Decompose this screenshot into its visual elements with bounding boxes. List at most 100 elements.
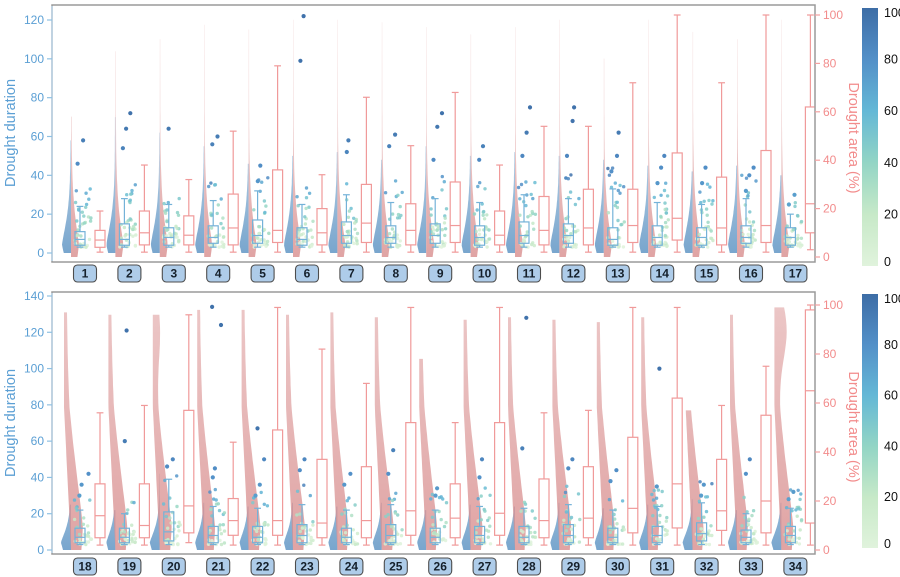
scatter-point (355, 531, 360, 536)
scatter-point (393, 511, 398, 515)
outlier-point (435, 486, 440, 491)
box-iqr (760, 149, 772, 244)
violin-duration (284, 155, 293, 253)
scatter-point (301, 239, 305, 243)
outlier-point (128, 111, 133, 116)
scatter-point (213, 243, 217, 248)
scatter-point (794, 508, 798, 512)
scatter-point (657, 233, 662, 237)
x-label-box (117, 264, 142, 283)
violin-duration (506, 506, 515, 550)
violin-duration (150, 132, 160, 253)
violin-duration (195, 502, 205, 550)
scatter-point (528, 213, 533, 217)
scatter-point (698, 480, 702, 484)
scatter-point (297, 539, 301, 543)
box-iqr (405, 203, 417, 246)
x-label-text: 26 (434, 560, 448, 574)
scatter-point (397, 216, 402, 220)
box-iqr (118, 223, 131, 246)
box-iqr (227, 497, 239, 536)
scatter-point (566, 177, 570, 181)
scatter-point (443, 227, 448, 231)
scatter-point (255, 529, 259, 534)
scatter-point (170, 242, 174, 246)
group-32 (682, 404, 728, 550)
outlier-point (662, 153, 667, 158)
box-iqr (607, 527, 619, 544)
scatter-point (615, 522, 619, 526)
outlier-point (655, 181, 660, 186)
scatter-point (745, 510, 749, 514)
scatter-point (216, 203, 220, 207)
outlier-point (215, 134, 220, 139)
scatter-point (518, 213, 522, 217)
x-label-9: 9 (428, 264, 453, 283)
area-boxplot (94, 412, 106, 546)
scatter-point (795, 237, 799, 241)
colorbar-tick-label: 60 (884, 389, 898, 403)
group-27 (461, 306, 506, 550)
scatter-point (488, 542, 493, 546)
scatter-point (353, 227, 357, 231)
scatter-point (562, 494, 567, 499)
violin-area (692, 31, 701, 258)
scatter-point (303, 222, 308, 226)
x-label-text: 33 (744, 560, 758, 574)
area-axis-title-top: Drought area (%) (845, 82, 861, 193)
scatter-point (613, 203, 617, 208)
group-9 (417, 27, 461, 257)
violin-area (152, 314, 172, 550)
scatter-point (213, 183, 218, 187)
scatter-point (531, 221, 535, 225)
x-label-text: 21 (212, 560, 226, 574)
outlier-point (387, 144, 392, 149)
duration-tick-label: 140 (24, 289, 44, 303)
violin-area (470, 34, 479, 258)
scatter-point (569, 232, 573, 236)
scatter-point (257, 224, 261, 229)
scatter-point (309, 244, 314, 248)
violin-duration (550, 502, 560, 550)
outlier-point (527, 105, 533, 110)
scatter-point (440, 188, 444, 192)
scatter-point (89, 216, 93, 220)
x-label-28: 28 (516, 557, 542, 576)
scatter-point (523, 502, 528, 506)
duration-boxplot (784, 213, 797, 248)
scatter-point (754, 179, 758, 183)
x-label-text: 14 (656, 267, 670, 281)
group-28 (506, 315, 550, 550)
scatter-point (444, 520, 448, 525)
bottom-panel: 0 20 40 60 80 100 120 140 0 20 40 60 80 100 18 19 20 21 22… (24, 289, 843, 576)
outlier-point (75, 161, 80, 166)
x-label-text: 3 (170, 267, 177, 281)
x-label-box (783, 557, 808, 576)
violin-area (559, 19, 568, 257)
violin-area (293, 19, 301, 257)
scatter-point (130, 540, 135, 544)
x-label-text: 24 (345, 560, 359, 574)
scatter-point (265, 504, 270, 508)
scatter-point (790, 509, 794, 513)
violin-area (115, 51, 124, 257)
duration-boxplot (429, 509, 441, 546)
scatter-point (222, 511, 227, 515)
scatter-point (482, 209, 486, 214)
scatter-point (431, 232, 436, 236)
scatter-point (710, 202, 714, 206)
scatter-point (347, 496, 351, 500)
scatter-point (705, 213, 709, 217)
scatter-point (606, 166, 610, 171)
scatter-point (483, 486, 487, 490)
scatter-point (795, 514, 799, 518)
scatter-point (131, 227, 135, 232)
scatter-point (443, 538, 448, 543)
box-iqr (360, 466, 372, 539)
x-label-box (472, 557, 497, 576)
x-label-box (650, 264, 675, 283)
scatter-point (795, 213, 800, 218)
duration-tick-label: 100 (24, 52, 44, 66)
duration-boxplot (562, 504, 575, 546)
scatter-point (393, 179, 398, 183)
